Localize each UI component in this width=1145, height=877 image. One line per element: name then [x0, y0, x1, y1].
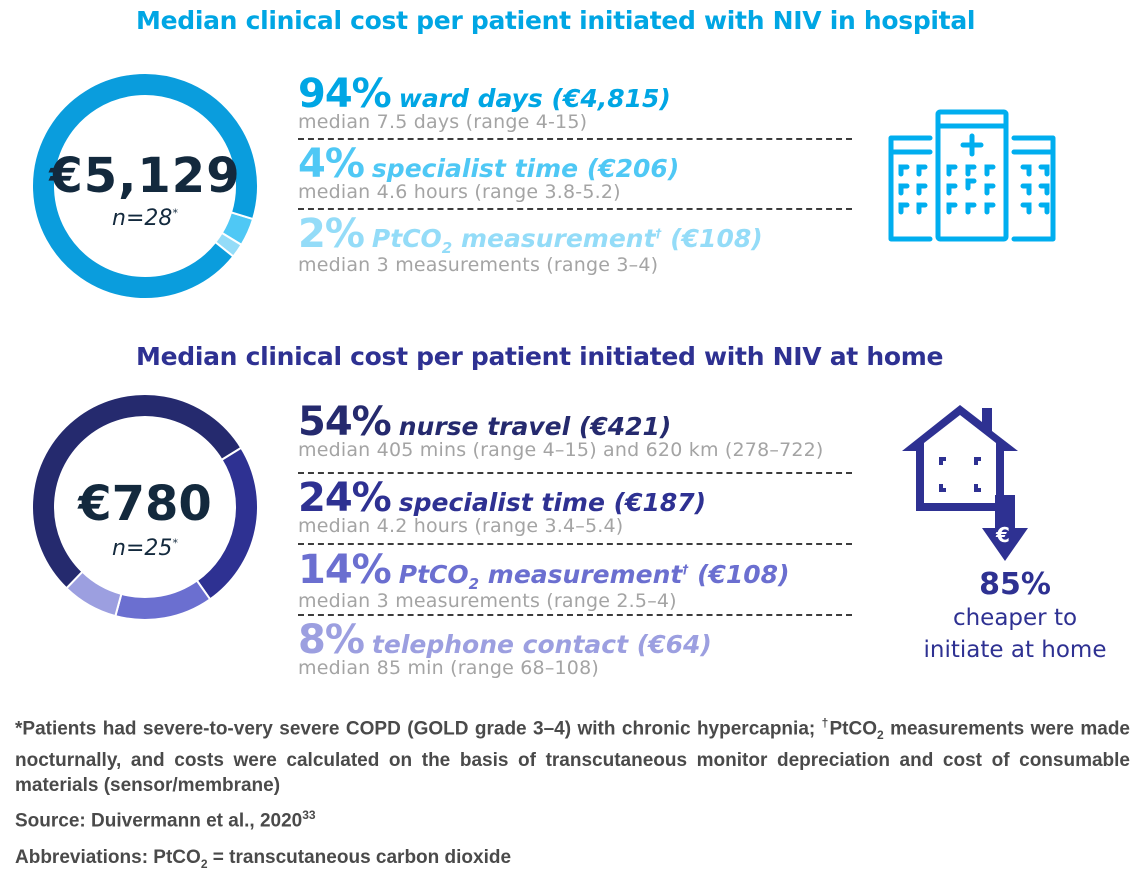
footnote-text: measurements were made nocturnally, and …	[15, 718, 1130, 797]
hospital-section-title: Median clinical cost per patient initiat…	[136, 6, 976, 35]
row-divider	[298, 472, 852, 474]
home-row-specialist-time: 24% specialist time (€187) median 4.2 hou…	[298, 478, 706, 536]
home-row-telephone-contact: 8% telephone contact (€64) median 85 min …	[298, 620, 712, 678]
row-label: PtCO2 measurement† (€108)	[371, 224, 763, 257]
row-label: specialist time (€187)	[398, 488, 707, 517]
label-part: (€108)	[661, 224, 763, 253]
row-percent: 4%	[298, 141, 365, 187]
row-divider	[298, 208, 852, 210]
donut-slice-ptco2-measurement	[114, 579, 212, 621]
row-label: nurse travel (€421)	[398, 412, 672, 441]
abbreviations: Abbreviations: PtCO2 = transcutaneous ca…	[15, 845, 1130, 877]
row-divider	[298, 138, 852, 140]
source-reference-number: 33	[302, 808, 316, 822]
label-part: PtCO	[398, 560, 469, 589]
n-footnote-mark: *	[172, 206, 178, 220]
n-value: =25	[126, 536, 173, 561]
savings-callout: 85% cheaper to initiate at home	[900, 568, 1130, 666]
source-citation: Source: Duivermann et al., 202033	[15, 803, 1130, 833]
row-detail: median 3 measurements (range 2.5–4)	[298, 590, 677, 612]
row-percent: 2%	[298, 211, 365, 257]
row-detail: median 4.2 hours (range 3.4–5.4)	[298, 515, 624, 537]
label-dagger: †	[655, 226, 662, 241]
n-value: =28	[126, 206, 173, 231]
euro-symbol: €	[995, 523, 1010, 547]
footnote-subscript: 2	[876, 728, 884, 743]
row-detail: median 405 mins (range 4–15) and 620 km …	[298, 439, 824, 461]
home-total-cost: €780	[78, 476, 212, 532]
row-detail: median 7.5 days (range 4-15)	[298, 111, 588, 133]
hospital-total-cost: €5,129	[49, 148, 241, 204]
n-footnote-mark: *	[172, 536, 178, 550]
abbrev-subscript: 2	[200, 856, 208, 871]
label-part: measurement	[452, 224, 656, 253]
hospital-sample-size: n=28*	[45, 206, 245, 231]
footnote-text: *Patients had severe-to-very severe COPD…	[15, 718, 822, 740]
savings-line-1: cheaper to	[952, 605, 1078, 631]
row-detail: median 4.6 hours (range 3.8-5.2)	[298, 181, 621, 203]
hospital-building-icon	[888, 109, 1056, 242]
house-euro-down-arrow-icon: €	[902, 405, 1028, 561]
home-row-ptco2-measurement: 14% PtCO2 measurement† (€108) median 3 me…	[298, 550, 790, 611]
row-label: ward days (€4,815)	[398, 84, 671, 113]
label-part: (€108)	[688, 560, 790, 589]
hospital-row-specialist-time: 4% specialist time (€206) median 4.6 hour…	[298, 144, 679, 202]
row-percent: 14%	[298, 547, 392, 593]
row-detail: median 3 measurements (range 3–4)	[298, 254, 659, 276]
n-prefix: n	[112, 536, 126, 561]
label-subscript: 2	[441, 239, 453, 257]
label-part: measurement	[479, 560, 683, 589]
row-divider	[298, 614, 852, 616]
row-divider	[298, 543, 852, 545]
abbrev-text: Abbreviations: PtCO	[15, 847, 201, 868]
label-subscript: 2	[468, 575, 480, 593]
label-dagger: †	[682, 562, 689, 577]
savings-line-2: initiate at home	[923, 637, 1107, 663]
row-percent: 8%	[298, 617, 365, 663]
n-prefix: n	[112, 206, 126, 231]
row-percent: 24%	[298, 475, 392, 521]
row-label: specialist time (€206)	[371, 154, 680, 183]
row-percent: 94%	[298, 71, 392, 117]
abbrev-text: = transcutaneous carbon dioxide	[207, 847, 512, 868]
label-part: PtCO	[371, 224, 442, 253]
footnote-dagger: †	[821, 716, 830, 730]
row-label: PtCO2 measurement† (€108)	[398, 560, 790, 593]
source-text: Source: Duivermann et al., 2020	[15, 810, 303, 832]
savings-percent: 85%	[979, 567, 1051, 602]
footnote: *Patients had severe-to-very severe COPD…	[15, 711, 1130, 798]
hospital-row-ward-days: 94% ward days (€4,815) median 7.5 days (r…	[298, 74, 671, 132]
home-section-title: Median clinical cost per patient initiat…	[136, 342, 944, 371]
footnote-text: PtCO	[829, 718, 877, 740]
home-row-nurse-travel: 54% nurse travel (€421) median 405 mins (…	[298, 402, 824, 460]
row-detail: median 85 min (range 68–108)	[298, 657, 599, 679]
donut-slice-telephone-contact	[65, 570, 123, 618]
hospital-row-ptco2-measurement: 2% PtCO2 measurement† (€108) median 3 mea…	[298, 214, 763, 275]
home-sample-size: n=25*	[45, 536, 245, 561]
donut-slice-ward-days	[31, 72, 259, 300]
donut-slice-nurse-travel	[31, 393, 243, 590]
row-label: telephone contact (€64)	[371, 630, 712, 659]
row-percent: 54%	[298, 399, 392, 445]
